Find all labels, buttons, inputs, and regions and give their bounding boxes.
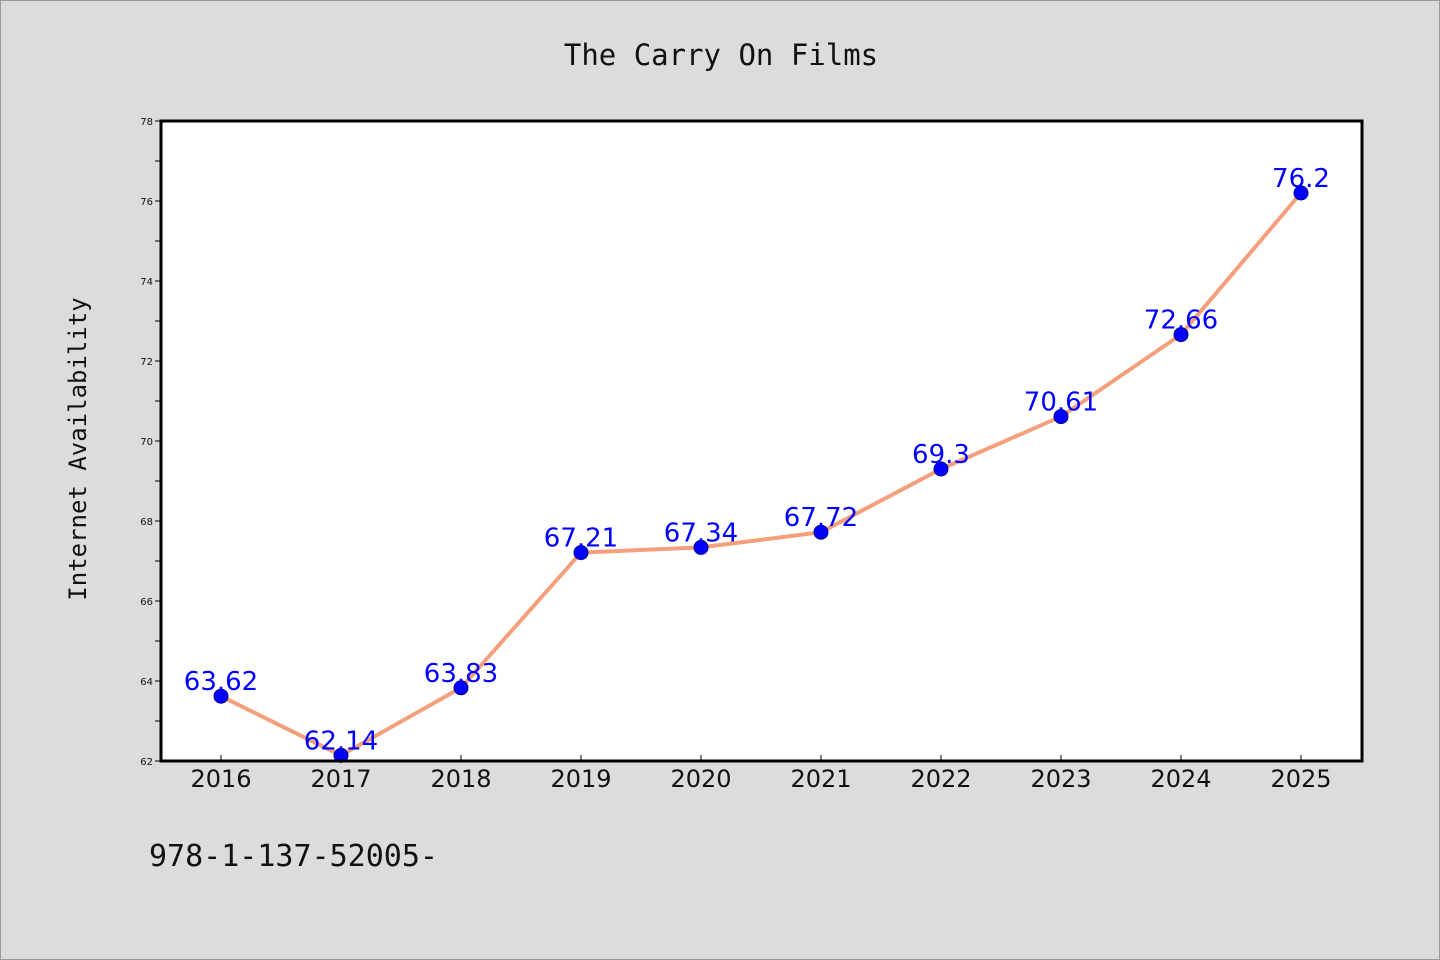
data-label: 63.62	[184, 667, 258, 697]
plot-border	[159, 119, 1364, 763]
chart-title: The Carry On Films	[564, 38, 878, 72]
data-label: 70.61	[1024, 388, 1098, 418]
x-tick-label: 2018	[430, 765, 491, 793]
x-axis: 2016 2017 2018 2019 2020 2021 2022 2023 2024 2025	[190, 755, 1332, 793]
data-label: 72.66	[1144, 306, 1218, 336]
plot-area	[161, 121, 1362, 761]
y-axis-label: Internet Availability	[64, 297, 92, 600]
series-line	[220, 191, 1303, 758]
y-axis: 62 64 66 68 70 72 74 76 78	[140, 117, 161, 768]
y-tick-label: 78	[140, 117, 153, 128]
y-tick-label: 62	[140, 757, 153, 768]
data-point	[1173, 327, 1189, 343]
data-point	[573, 545, 589, 561]
data-label: 67.34	[664, 518, 738, 548]
y-tick-label: 70	[140, 437, 153, 448]
data-label: 63.83	[424, 659, 498, 689]
data-label: 76.2	[1272, 164, 1330, 194]
x-tick-label: 2019	[550, 765, 611, 793]
x-tick-label: 2016	[190, 765, 251, 793]
data-point	[933, 461, 949, 477]
x-tick-label: 2022	[910, 765, 971, 793]
y-tick-label: 68	[140, 517, 153, 528]
x-tick-label: 2025	[1270, 765, 1331, 793]
footer-code: 978-1-137-52005-	[149, 839, 438, 874]
y-tick-label: 76	[140, 197, 153, 208]
data-label: 67.72	[784, 503, 858, 533]
x-tick-label: 2017	[310, 765, 371, 793]
y-tick-label: 66	[140, 597, 153, 608]
data-marker-group	[213, 185, 1309, 763]
data-point	[813, 524, 829, 540]
y-tick-label: 72	[140, 357, 153, 368]
data-point	[453, 680, 469, 696]
x-tick-label: 2023	[1030, 765, 1091, 793]
data-label-group: 63.62 62.14 63.83 67.21 67.34 67.72 69.3 70.61 7…	[184, 164, 1330, 756]
y-tick-label: 74	[140, 277, 153, 288]
data-label: 67.21	[544, 524, 618, 554]
x-tick-label: 2021	[790, 765, 851, 793]
data-point	[693, 539, 709, 555]
x-tick-label: 2020	[670, 765, 731, 793]
data-label: 69.3	[912, 440, 970, 470]
series-line-group	[220, 191, 1303, 758]
x-tick-label: 2024	[1150, 765, 1211, 793]
data-point	[213, 688, 229, 704]
y-tick-label: 64	[140, 677, 153, 688]
data-point	[1293, 185, 1309, 201]
data-label: 62.14	[304, 726, 378, 756]
data-point	[1053, 409, 1069, 425]
